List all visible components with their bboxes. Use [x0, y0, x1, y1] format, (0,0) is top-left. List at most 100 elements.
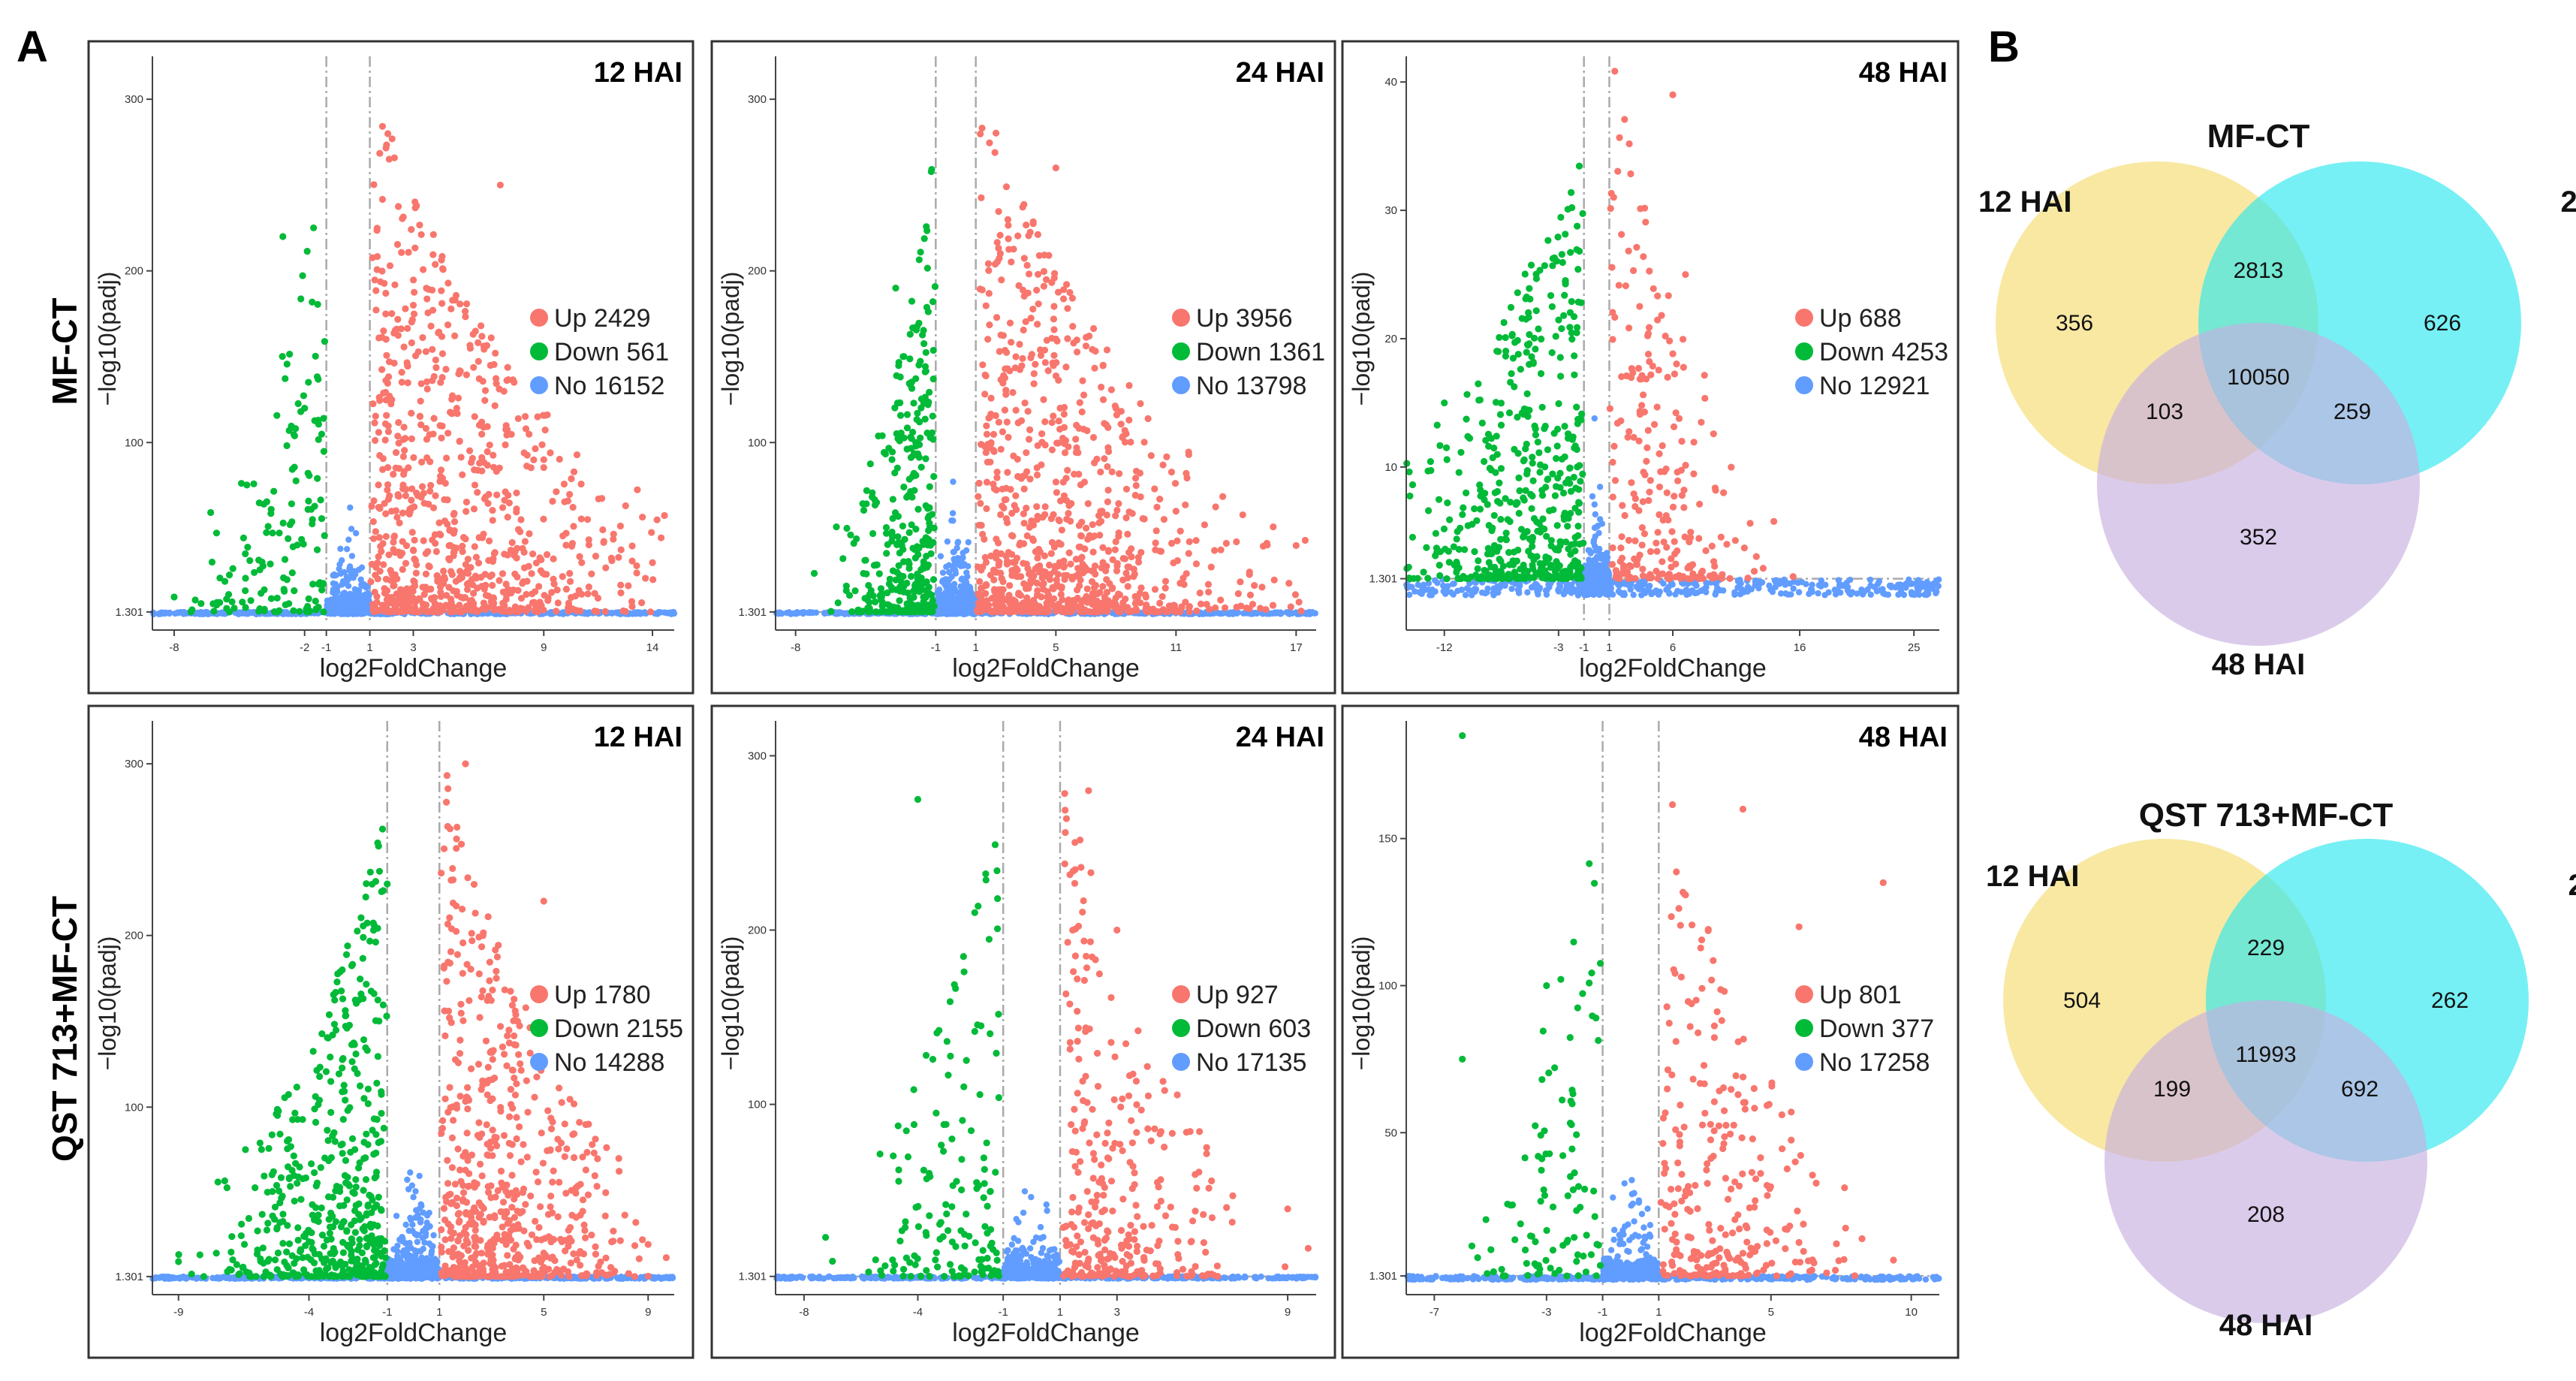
point-up — [1103, 346, 1111, 354]
point-up — [523, 608, 530, 615]
point-up — [566, 577, 574, 585]
x-tick-label: 14 — [646, 641, 659, 654]
point-down — [888, 456, 896, 463]
point-up — [1060, 410, 1068, 418]
point-down — [317, 496, 324, 504]
point-up — [417, 380, 425, 387]
point-up — [1170, 559, 1177, 567]
point-up — [994, 539, 1002, 547]
point-up — [584, 590, 592, 598]
point-up — [367, 578, 375, 586]
point-down — [871, 501, 879, 509]
point-up — [388, 310, 396, 318]
point-up — [1090, 459, 1098, 466]
point-up — [1012, 406, 1020, 414]
point-down — [889, 496, 896, 503]
point-up — [1029, 218, 1037, 225]
point-down — [255, 499, 263, 507]
point-up — [438, 287, 445, 294]
point-down — [929, 436, 937, 443]
point-up — [1027, 315, 1035, 322]
point-up — [496, 181, 504, 189]
point-down — [276, 529, 283, 537]
point-up — [513, 505, 520, 513]
point-up — [1008, 550, 1016, 558]
point-down — [296, 608, 303, 615]
point-up — [1025, 270, 1033, 278]
point-down — [895, 362, 902, 369]
point-down — [281, 556, 289, 563]
point-up — [1132, 467, 1140, 475]
point-up — [408, 409, 415, 417]
x-axis-label: log2FoldChange — [952, 654, 1140, 683]
point-up — [1182, 501, 1189, 508]
point-up — [411, 536, 418, 544]
point-down — [926, 388, 933, 396]
point-up — [1203, 601, 1210, 608]
point-up — [572, 607, 580, 614]
point-up — [1156, 547, 1164, 555]
point-up — [1125, 381, 1133, 389]
point-up — [1186, 538, 1193, 545]
point-up — [391, 281, 399, 288]
point-up — [1035, 252, 1043, 259]
point-up — [377, 543, 384, 550]
point-up — [1246, 591, 1255, 599]
point-up — [490, 550, 498, 557]
point-up — [1032, 360, 1039, 368]
point-no — [657, 609, 664, 616]
point-down — [250, 480, 258, 487]
point-up — [381, 420, 390, 427]
point-up — [472, 572, 479, 580]
point-up — [402, 559, 410, 567]
point-down — [285, 427, 293, 434]
point-up — [1099, 605, 1107, 613]
point-up — [1083, 585, 1091, 593]
point-no — [166, 610, 173, 617]
point-no — [351, 606, 358, 613]
point-up — [1084, 535, 1092, 543]
point-down — [861, 595, 869, 602]
point-up — [1178, 604, 1186, 611]
point-up — [1092, 570, 1099, 578]
point-down — [920, 339, 928, 348]
point-down — [240, 534, 248, 541]
point-up — [437, 466, 445, 474]
point-up — [1072, 436, 1080, 443]
point-down — [896, 399, 904, 406]
point-down — [887, 583, 896, 591]
point-up — [553, 586, 561, 594]
point-no — [946, 596, 954, 603]
point-up — [462, 313, 469, 321]
x-tick-label: -1 — [931, 641, 941, 654]
point-down — [292, 477, 300, 484]
point-up — [1065, 509, 1072, 517]
point-up — [1056, 404, 1064, 412]
point-up — [423, 436, 431, 443]
point-up — [429, 377, 436, 384]
point-up — [1034, 554, 1041, 562]
point-up — [1040, 267, 1048, 276]
point-down — [309, 516, 316, 523]
point-down — [279, 233, 287, 240]
point-no — [1867, 591, 1874, 599]
point-up — [422, 348, 429, 355]
point-up — [1014, 602, 1022, 609]
point-up — [1002, 515, 1010, 523]
point-down — [900, 483, 908, 491]
point-up — [508, 608, 515, 615]
point-up — [628, 602, 636, 611]
point-up — [380, 327, 387, 335]
point-up — [1047, 550, 1055, 557]
point-down — [305, 497, 312, 505]
point-up — [1080, 391, 1088, 399]
point-up — [1115, 499, 1122, 508]
point-up — [1034, 270, 1042, 278]
point-up — [986, 321, 993, 329]
point-down — [305, 595, 312, 602]
point-up — [375, 481, 382, 489]
point-up — [1047, 515, 1055, 523]
point-up — [979, 361, 987, 369]
point-up — [595, 495, 602, 502]
point-no — [1873, 587, 1881, 594]
